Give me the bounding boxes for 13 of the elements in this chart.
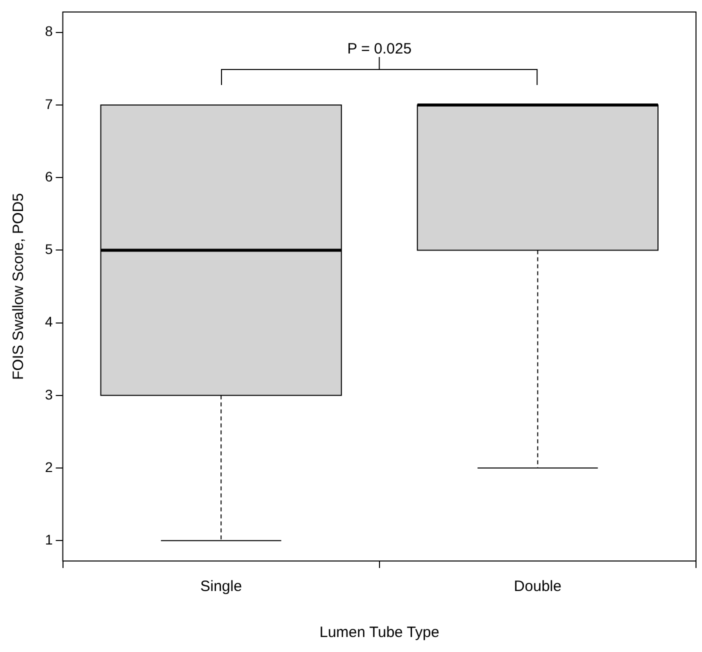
x-tick-label: Single xyxy=(200,578,242,596)
y-tick-label: 2 xyxy=(44,458,53,475)
y-tick-label: 3 xyxy=(44,386,53,402)
y-tick-label: 4 xyxy=(44,314,53,330)
x-tick-label: Double xyxy=(514,578,562,596)
y-tick-label: 5 xyxy=(44,241,53,258)
annotation: P = 0.025 xyxy=(347,40,412,58)
x-axis-title: Lumen Tube Type xyxy=(319,624,440,642)
y-tick-label: 7 xyxy=(44,96,53,112)
y-tick-label: 1 xyxy=(44,532,53,548)
y-axis-title: FOIS Swallow Score, POD5 xyxy=(10,193,28,380)
y-tick-label: 8 xyxy=(44,23,53,40)
y-tick-label: 6 xyxy=(44,168,53,184)
